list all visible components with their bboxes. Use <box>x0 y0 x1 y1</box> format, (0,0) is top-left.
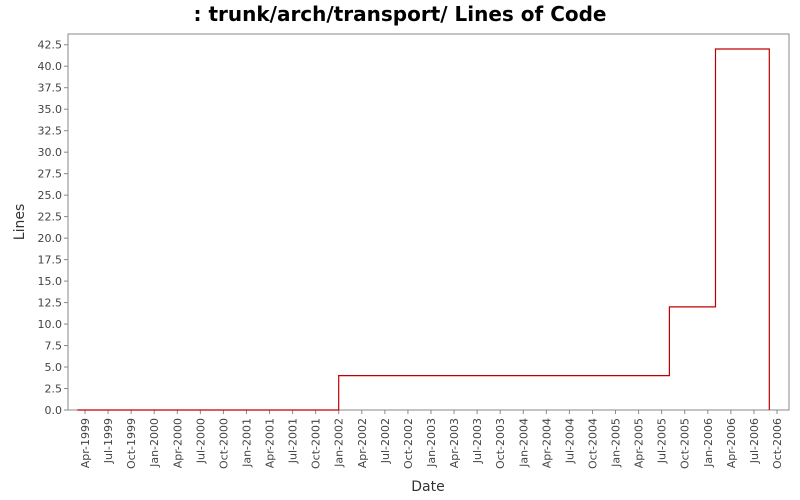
y-tick-label: 12.5 <box>38 297 63 310</box>
x-tick-label: Jul-1999 <box>102 418 115 464</box>
x-tick-label: Apr-1999 <box>79 418 92 468</box>
x-tick-label: Oct-2000 <box>217 418 230 469</box>
y-tick-label: 35.0 <box>38 103 63 116</box>
x-tick-label: Jan-2000 <box>148 418 161 468</box>
y-tick-label: 10.0 <box>38 318 63 331</box>
plot-area <box>67 33 790 411</box>
x-tick-label: Oct-2003 <box>494 418 507 469</box>
x-tick-label: Jan-2006 <box>702 418 715 468</box>
x-tick-label: Oct-2004 <box>586 418 599 469</box>
y-tick-label: 22.5 <box>38 211 63 224</box>
y-tick-label: 0.0 <box>45 404 63 417</box>
series-layer <box>77 48 770 411</box>
x-tick-label: Jan-2003 <box>425 418 438 468</box>
x-tick-label: Apr-2004 <box>540 418 553 468</box>
series-line-0 <box>77 48 770 411</box>
y-tick-label: 20.0 <box>38 232 63 245</box>
y-tick-label: 37.5 <box>38 82 63 95</box>
x-tick-label: Oct-2001 <box>310 418 323 469</box>
x-tick-label: Oct-2002 <box>402 418 415 469</box>
x-tick-label: Jan-2005 <box>610 418 623 468</box>
x-tick-label: Apr-2002 <box>356 418 369 468</box>
y-tick-label: 17.5 <box>38 254 63 267</box>
y-tick-label: 2.5 <box>45 383 63 396</box>
x-tick-label: Jul-2001 <box>287 418 300 464</box>
x-tick-label: Jul-2004 <box>563 418 576 464</box>
y-axis: 0.0 2.5 5.0 7.5 10.0 12.5 15.0 17.5 20.0 22.5 25.0… <box>38 39 68 417</box>
y-tick-label: 30.0 <box>38 146 63 159</box>
x-tick-label: Apr-2000 <box>171 418 184 468</box>
x-axis-label: Date <box>411 479 444 495</box>
y-tick-label: 32.5 <box>38 125 63 138</box>
x-tick-label: Jul-2005 <box>656 418 669 464</box>
x-tick-label: Jul-2000 <box>194 418 207 464</box>
x-tick-label: Jul-2006 <box>748 418 761 464</box>
x-tick-label: Apr-2006 <box>725 418 738 468</box>
y-tick-label: 5.0 <box>45 361 63 374</box>
y-tick-label: 15.0 <box>38 275 63 288</box>
x-tick-label: Oct-1999 <box>125 418 138 469</box>
x-tick-label: Apr-2005 <box>633 418 646 468</box>
x-tick-label: Oct-2005 <box>679 418 692 469</box>
chart-title: : trunk/arch/transport/ Lines of Code <box>193 2 606 26</box>
x-tick-label: Jan-2001 <box>240 418 253 468</box>
y-tick-label: 42.5 <box>38 39 63 52</box>
x-tick-label: Apr-2001 <box>264 418 277 468</box>
x-tick-label: Jan-2002 <box>333 418 346 468</box>
x-tick-label: Oct-2006 <box>771 418 784 469</box>
x-tick-label: Apr-2003 <box>448 418 461 468</box>
y-tick-label: 7.5 <box>45 340 63 353</box>
y-axis-label: Lines <box>12 204 28 240</box>
y-tick-label: 27.5 <box>38 168 63 181</box>
x-tick-label: Jan-2004 <box>517 418 530 468</box>
y-tick-label: 25.0 <box>38 189 63 202</box>
x-tick-label: Jul-2002 <box>379 418 392 464</box>
y-tick-label: 40.0 <box>38 60 63 73</box>
x-axis: Apr-1999 Jul-1999 Oct-1999 Jan-2000 Apr-2000… <box>79 410 784 469</box>
x-tick-label: Jul-2003 <box>471 418 484 464</box>
